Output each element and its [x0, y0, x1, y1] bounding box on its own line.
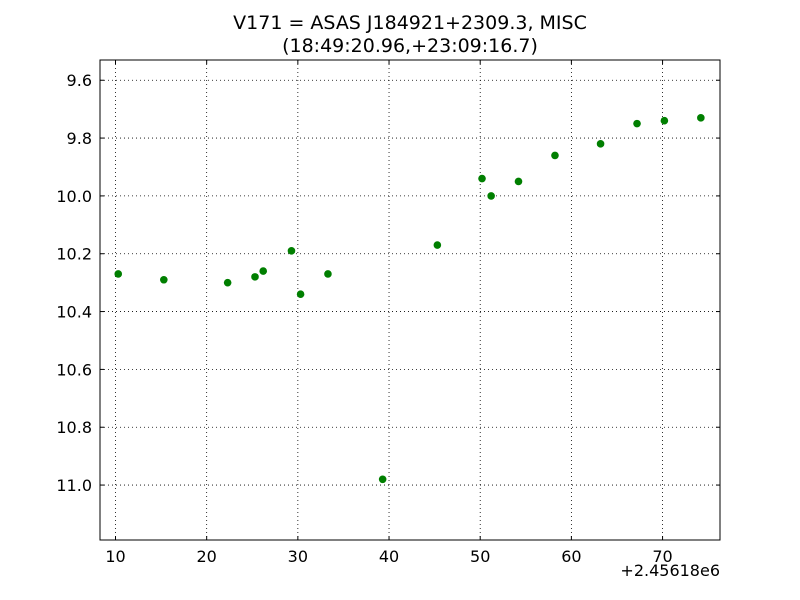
data-point — [160, 275, 168, 284]
chart-title: V171 = ASAS J184921+2309.3, MISC — [233, 12, 587, 34]
y-tick-label: 10.6 — [56, 360, 92, 379]
x-tick-label: 10 — [105, 547, 125, 566]
grid-layer — [100, 60, 720, 540]
data-point — [551, 151, 559, 160]
data-point — [223, 278, 232, 287]
data-point — [296, 290, 305, 299]
x-tick-label: 50 — [470, 547, 490, 566]
data-point — [478, 174, 486, 183]
x-tick-label: 60 — [561, 547, 581, 566]
x-tick-label: 40 — [379, 547, 399, 566]
x-tick-label: 30 — [288, 547, 308, 566]
data-point — [433, 241, 442, 249]
y-tick-label: 10.8 — [56, 418, 92, 437]
y-tick-label: 10.4 — [56, 303, 92, 322]
data-point — [324, 270, 332, 278]
y-tick-label: 11.0 — [56, 476, 92, 495]
y-tick-label: 10.2 — [56, 245, 92, 264]
chart-subtitle: (18:49:20.96,+23:09:16.7) — [282, 35, 538, 57]
x-tick-label: 70 — [652, 547, 672, 566]
data-point — [596, 140, 605, 148]
x-tick-label: 20 — [196, 547, 216, 566]
data-point — [487, 192, 495, 200]
plot-frame — [99, 59, 721, 541]
data-point — [251, 273, 259, 281]
x-offset-label: +2.45618e6 — [620, 561, 720, 580]
y-tick-label: 9.6 — [67, 71, 92, 90]
ticks-layer: 10 20 30 40 50 60 70 9.6 9.8 10.0 10.2 10.4 10.6 10.8… — [56, 60, 720, 566]
data-point — [114, 270, 123, 278]
y-tick-label: 9.8 — [67, 129, 92, 148]
y-tick-label: 10.0 — [56, 187, 92, 206]
data-point — [633, 119, 641, 128]
data-point — [697, 114, 705, 122]
data-point — [287, 247, 296, 255]
data-point — [378, 475, 387, 484]
data-point — [660, 116, 669, 125]
data-point — [259, 267, 268, 275]
data-points — [114, 114, 705, 484]
data-point — [514, 177, 523, 186]
